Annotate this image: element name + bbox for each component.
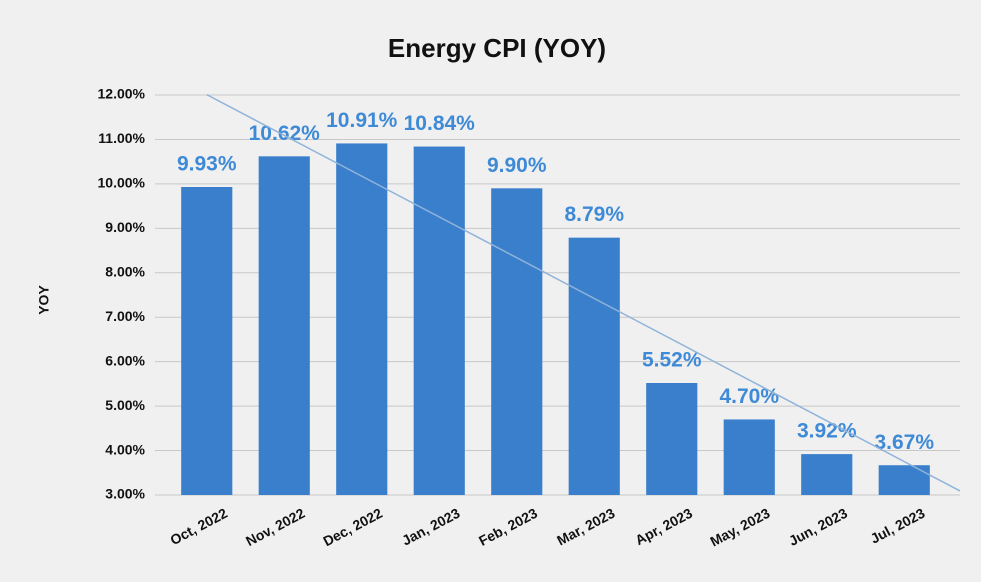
bar [336,143,388,495]
value-label: 9.90% [487,154,547,177]
value-label: 8.79% [564,203,624,226]
bar [181,187,233,495]
bar [801,454,853,495]
y-tick-label: 9.00% [105,219,145,235]
y-tick-label: 7.00% [105,308,145,324]
bar [491,188,543,496]
y-axis-label: YOY [36,285,52,315]
bar [413,146,465,496]
trend-line [206,93,961,492]
value-label: 10.62% [249,122,321,145]
value-label: 3.92% [797,420,857,443]
value-label: 5.52% [642,349,702,372]
y-tick-label: 11.00% [98,130,145,146]
chart-title: Energy CPI (YOY) [388,33,606,63]
y-tick-label: 4.00% [105,441,145,457]
bar [646,383,698,495]
y-tick-label: 8.00% [105,263,145,279]
value-label: 10.91% [326,109,398,132]
bar [878,465,930,495]
value-label: 4.70% [719,385,779,408]
bar [723,419,775,495]
y-tick-label: 6.00% [105,352,145,368]
y-tick-label: 10.00% [98,175,146,191]
y-tick-label: 12.00% [98,86,146,102]
y-tick-label: 5.00% [105,397,145,413]
bar [568,237,620,495]
y-tick-label: 3.00% [105,486,145,502]
value-label: 9.93% [177,153,237,176]
bar [258,156,310,496]
value-label: 10.84% [404,112,476,135]
value-label: 3.67% [874,431,934,454]
